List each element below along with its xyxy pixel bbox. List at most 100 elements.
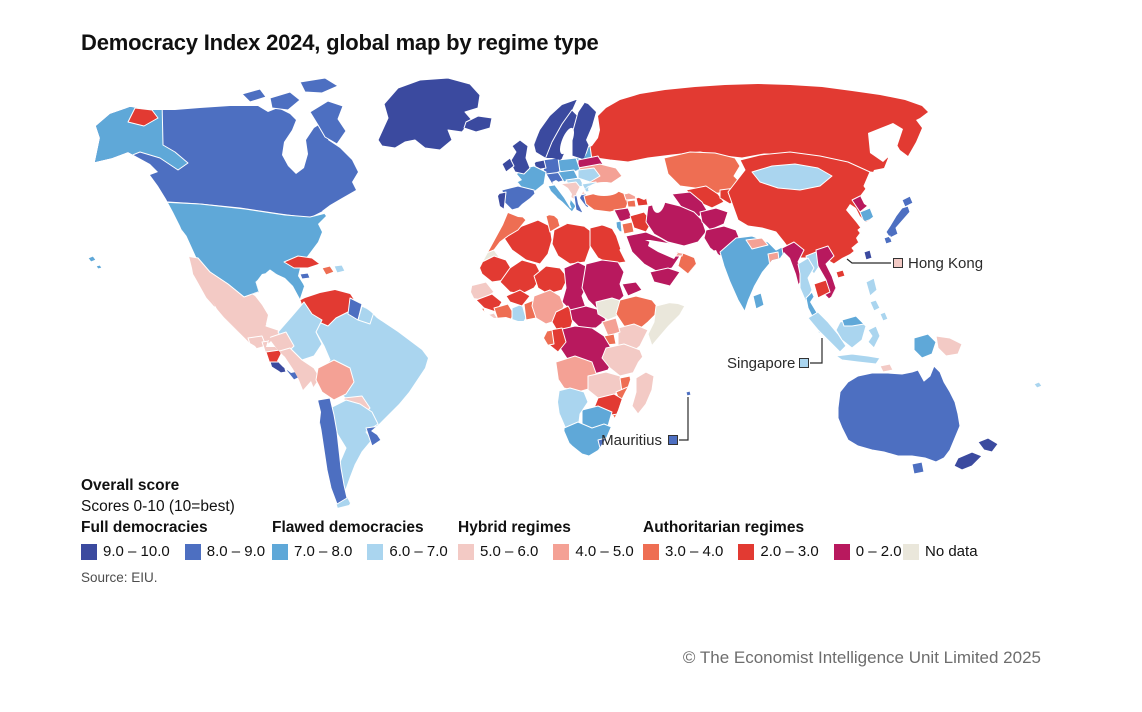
region-australia — [837, 365, 961, 463]
legend-swatch — [81, 543, 97, 560]
legend-item: 9.0 – 10.0 — [81, 543, 170, 560]
mauritius-label: Mauritius — [601, 432, 662, 449]
region-tanzania — [601, 343, 645, 377]
copyright: © The Economist Intelligence Unit Limite… — [682, 648, 1041, 667]
region-libya — [551, 221, 593, 265]
region-chile — [317, 397, 348, 505]
singapore-marker — [799, 358, 809, 368]
legend-swatch — [367, 543, 384, 560]
caspian-sea — [651, 183, 667, 213]
black-sea — [588, 182, 620, 196]
persian-gulf — [648, 240, 678, 259]
region-cambodia — [813, 279, 831, 299]
region-gabon — [541, 329, 555, 347]
legend-item: 6.0 – 7.0 — [367, 543, 448, 560]
region-sumatra — [807, 311, 847, 353]
region-saudi — [625, 231, 681, 273]
page-title: Democracy Index 2024, global map by regi… — [81, 30, 599, 55]
region-timor — [879, 363, 894, 373]
region-fiji — [1033, 381, 1043, 389]
region-costa-rica — [269, 361, 287, 375]
region-hawaii — [87, 255, 103, 270]
region-canada-arctic — [309, 100, 347, 145]
hong-kong-label: Hong Kong — [908, 255, 984, 272]
region-jamaica — [299, 272, 311, 280]
region-dom-rep — [333, 264, 346, 274]
legend-group-hybrid: Hybrid regimes 5.0 – 6.0 4.0 – 5.0 — [458, 519, 649, 560]
annotation-lines — [679, 258, 891, 441]
region-eritrea — [621, 281, 643, 297]
legend-swatch — [903, 543, 919, 560]
region-niger — [533, 265, 569, 295]
legend-group-label: Flawed democracies — [272, 519, 424, 536]
legend-item: 4.0 – 5.0 — [553, 543, 634, 560]
legend-item: 8.0 – 9.0 — [184, 543, 265, 560]
region-romania — [577, 167, 601, 183]
legend-item: 7.0 – 8.0 — [272, 543, 352, 560]
region-cuba — [283, 255, 321, 269]
region-taiwan — [863, 249, 873, 261]
region-tasmania — [911, 461, 925, 475]
legend-swatch — [184, 543, 201, 560]
legend-swatch — [643, 543, 659, 560]
region-png — [935, 335, 963, 357]
region-hainan — [835, 269, 846, 279]
region-mongolia — [751, 163, 833, 191]
source-note: Source: EIU. — [81, 570, 158, 585]
region-malaysia-borneo — [841, 315, 865, 327]
region-canada-arctic — [299, 77, 339, 94]
region-uk — [509, 139, 531, 175]
region-ireland — [501, 157, 515, 173]
legend-group-label: Hybrid regimes — [458, 519, 571, 536]
mauritius-marker — [668, 435, 678, 445]
region-russia — [579, 84, 928, 181]
region-syria — [613, 207, 633, 223]
region-uganda — [601, 317, 621, 337]
region-canada-arctic — [269, 91, 301, 111]
region-canada-arctic — [241, 88, 267, 103]
region-armenia — [626, 199, 637, 208]
region-thailand — [797, 257, 815, 303]
region-madagascar — [631, 371, 655, 415]
region-sulawesi — [867, 325, 881, 349]
region-car — [569, 305, 607, 329]
region-philippines — [865, 277, 889, 322]
legend-group-label: Full democracies — [81, 519, 208, 536]
hong-kong-marker — [893, 258, 903, 268]
baltic-sea — [560, 127, 574, 155]
region-greenland — [377, 77, 481, 151]
region-chukotka — [127, 107, 159, 127]
region-finland — [571, 100, 596, 161]
legend-heading: Overall score — [81, 477, 180, 494]
region-ivory-coast — [493, 303, 515, 325]
region-japan — [883, 195, 914, 245]
region-bangladesh — [767, 251, 781, 269]
region-usa — [159, 201, 331, 301]
region-yemen — [649, 267, 681, 287]
region-ethiopia — [615, 295, 661, 333]
legend-swatch — [738, 543, 755, 560]
legend-item: 5.0 – 6.0 — [458, 543, 538, 560]
region-iceland — [463, 115, 493, 133]
legend-group-full: Full democracies 9.0 – 10.0 8.0 – 9.0 — [81, 519, 280, 560]
region-israel — [615, 220, 623, 233]
legend-subheading: Scores 0-10 (10=best) — [81, 498, 235, 515]
region-sri-lanka — [752, 292, 765, 310]
legend-item: 3.0 – 4.0 — [643, 543, 723, 560]
region-georgia — [623, 191, 637, 201]
region-bolivia — [315, 359, 355, 401]
region-sierra-leone — [473, 307, 487, 320]
region-new-zealand — [977, 437, 999, 453]
sea-of-okhotsk — [868, 123, 903, 162]
legend-no-data: x No data — [903, 519, 993, 560]
region-nepal — [745, 237, 769, 250]
legend-item: 2.0 – 3.0 — [738, 543, 819, 560]
legend-group-flawed: Flawed democracies 7.0 – 8.0 6.0 – 7.0 — [272, 519, 463, 560]
legend-swatch — [458, 543, 474, 560]
region-portugal — [498, 191, 507, 211]
region-west-papua — [913, 333, 937, 359]
region-java — [835, 353, 881, 365]
region-jordan — [621, 221, 635, 235]
